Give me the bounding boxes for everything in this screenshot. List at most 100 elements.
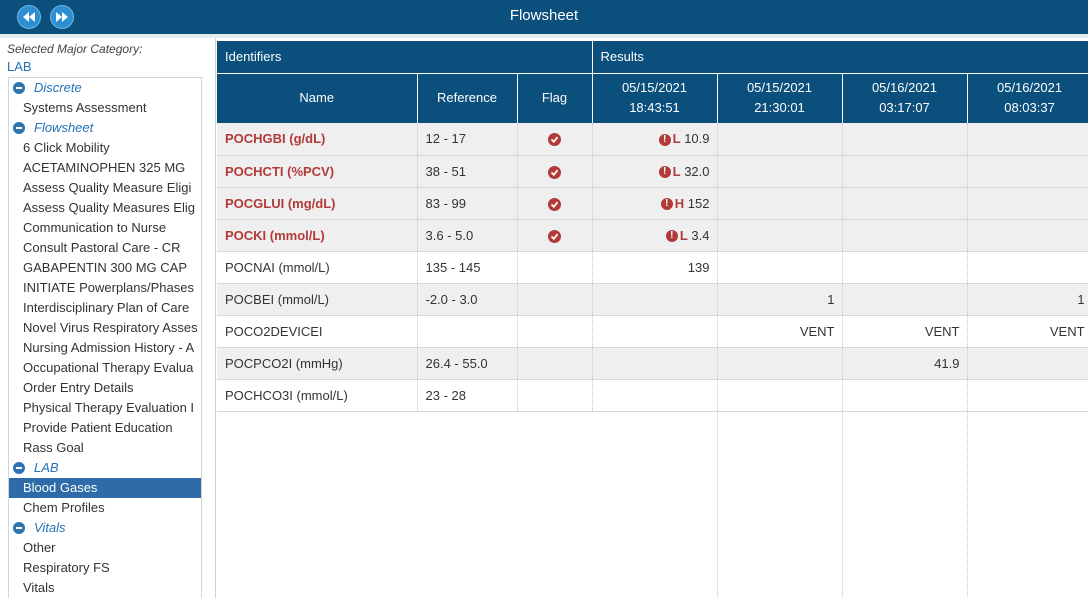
lab-name-cell[interactable]: POCBEI (mmol/L) — [217, 283, 418, 316]
lab-name-cell[interactable]: POCPCO2I (mmHg) — [217, 347, 418, 380]
result-cell[interactable] — [967, 219, 1088, 252]
lab-name-cell[interactable]: POCHGBI (g/dL) — [217, 123, 418, 156]
result-cell[interactable]: ! L 32.0 — [592, 155, 718, 188]
tree-group[interactable]: Flowsheet — [9, 118, 201, 138]
result-column-header[interactable]: 05/16/2021 08:03:37 — [967, 73, 1088, 123]
tree-item[interactable]: Nursing Admission History - A — [9, 338, 201, 358]
table-row[interactable]: POCPCO2I (mmHg) 26.4 - 55.0 41.9 — [217, 347, 1088, 380]
result-cell[interactable] — [967, 123, 1088, 156]
result-cell[interactable]: 139 — [592, 251, 718, 284]
lab-name-cell[interactable]: POCNAI (mmol/L) — [217, 251, 418, 284]
major-category-value[interactable]: LAB — [7, 59, 32, 74]
table-row[interactable]: POCBEI (mmol/L) -2.0 - 3.0 1 1 — [217, 283, 1088, 316]
tree-item[interactable]: Communication to Nurse — [9, 218, 201, 238]
collapse-icon[interactable] — [13, 462, 25, 474]
tree-item[interactable]: Consult Pastoral Care - CR — [9, 238, 201, 258]
result-cell[interactable] — [842, 251, 968, 284]
lab-name-cell[interactable]: POCGLUI (mg/dL) — [217, 187, 418, 220]
tree-group[interactable]: LAB — [9, 458, 201, 478]
result-cell[interactable] — [717, 379, 843, 412]
tree-group[interactable]: Vitals — [9, 518, 201, 538]
result-cell[interactable] — [592, 283, 718, 316]
collapse-icon[interactable] — [13, 122, 25, 134]
result-cell[interactable] — [717, 219, 843, 252]
reference-column-header[interactable]: Reference — [417, 73, 518, 123]
result-cell[interactable] — [967, 347, 1088, 380]
tree-item[interactable]: Respiratory FS — [9, 558, 201, 578]
result-cell[interactable] — [967, 155, 1088, 188]
tree-item[interactable]: INITIATE Powerplans/Phases — [9, 278, 201, 298]
tree-item[interactable]: Blood Gases — [9, 478, 201, 498]
result-cell[interactable]: VENT — [717, 315, 843, 348]
result-cell[interactable]: VENT — [967, 315, 1088, 348]
result-cell[interactable]: ! L 3.4 — [592, 219, 718, 252]
tree-item[interactable]: Novel Virus Respiratory Asses — [9, 318, 201, 338]
tree-item[interactable]: 6 Click Mobility — [9, 138, 201, 158]
tree-item[interactable]: Systems Assessment — [9, 98, 201, 118]
flag-column-header[interactable]: Flag — [517, 73, 593, 123]
result-cell[interactable]: 1 — [717, 283, 843, 316]
result-cell[interactable] — [842, 379, 968, 412]
result-cell[interactable] — [967, 379, 1088, 412]
result-cell[interactable] — [967, 187, 1088, 220]
tree-item[interactable]: Assess Quality Measure Eligi — [9, 178, 201, 198]
result-cell[interactable] — [842, 187, 968, 220]
table-row[interactable]: POCGLUI (mg/dL) 83 - 99! H 152 — [217, 187, 1088, 220]
tree-item[interactable]: Occupational Therapy Evalua — [9, 358, 201, 378]
result-cell[interactable] — [592, 379, 718, 412]
result-cell[interactable] — [592, 347, 718, 380]
result-cell[interactable] — [717, 187, 843, 220]
reference-cell: -2.0 - 3.0 — [417, 283, 518, 316]
collapse-icon[interactable] — [13, 522, 25, 534]
result-cell[interactable] — [967, 251, 1088, 284]
result-cell[interactable] — [717, 155, 843, 188]
result-cell[interactable] — [717, 347, 843, 380]
result-cell[interactable]: 1 — [967, 283, 1088, 316]
lab-name-cell[interactable]: POCHCO3I (mmol/L) — [217, 379, 418, 412]
result-cell[interactable]: ! L 10.9 — [592, 123, 718, 156]
tree-group[interactable]: Discrete — [9, 78, 201, 98]
tree-item[interactable]: Assess Quality Measures Elig — [9, 198, 201, 218]
lab-name-cell[interactable]: POCO2DEVICEI — [217, 315, 418, 348]
lab-name-cell[interactable]: POCKI (mmol/L) — [217, 219, 418, 252]
tree-item[interactable]: Physical Therapy Evaluation I — [9, 398, 201, 418]
tree-item[interactable]: Interdisciplinary Plan of Care — [9, 298, 201, 318]
tree-item[interactable]: ACETAMINOPHEN 325 MG — [9, 158, 201, 178]
result-cell[interactable] — [717, 251, 843, 284]
results-table: Identifiers Results Name Reference Flag … — [217, 41, 1088, 598]
result-cell[interactable]: ! H 152 — [592, 187, 718, 220]
navigate-back-button[interactable] — [17, 5, 41, 29]
tree-item[interactable]: Order Entry Details — [9, 378, 201, 398]
result-cell[interactable]: 41.9 — [842, 347, 968, 380]
tree-label: Physical Therapy Evaluation I — [23, 400, 195, 415]
tree-item[interactable]: Provide Patient Education — [9, 418, 201, 438]
table-row[interactable]: POCHGBI (g/dL) 12 - 17! L 10.9 — [217, 123, 1088, 156]
result-cell[interactable]: VENT — [842, 315, 968, 348]
result-cell[interactable] — [842, 155, 968, 188]
tree-item[interactable]: Rass Goal — [9, 438, 201, 458]
result-cell[interactable] — [842, 283, 968, 316]
result-column-header[interactable]: 05/15/2021 21:30:01 — [717, 73, 843, 123]
tree-item[interactable]: GABAPENTIN 300 MG CAP — [9, 258, 201, 278]
table-row[interactable]: POCNAI (mmol/L) 135 - 145 139 — [217, 251, 1088, 284]
collapse-icon[interactable] — [13, 82, 25, 94]
result-cell[interactable] — [717, 123, 843, 156]
tree-item[interactable]: Chem Profiles — [9, 498, 201, 518]
result-date: 05/16/2021 — [871, 80, 938, 96]
result-column-header[interactable]: 05/16/2021 03:17:07 — [842, 73, 968, 123]
name-column-header[interactable]: Name — [217, 73, 418, 123]
table-row[interactable]: POCKI (mmol/L) 3.6 - 5.0! L 3.4 — [217, 219, 1088, 252]
navigate-forward-button[interactable] — [50, 5, 74, 29]
lab-name-cell[interactable]: POCHCTI (%PCV) — [217, 155, 418, 188]
tree-item[interactable]: Other — [9, 538, 201, 558]
result-cell[interactable] — [842, 219, 968, 252]
table-row[interactable]: POCHCTI (%PCV) 38 - 51! L 32.0 — [217, 155, 1088, 188]
result-cell[interactable] — [592, 315, 718, 348]
result-column-header[interactable]: 05/15/2021 18:43:51 — [592, 73, 718, 123]
tree-item[interactable]: Vitals — [9, 578, 201, 598]
table-row[interactable]: POCO2DEVICEI VENT VENT VENT — [217, 315, 1088, 348]
tree-label: Novel Virus Respiratory Asses — [23, 320, 198, 335]
result-cell[interactable] — [842, 123, 968, 156]
flag-cell — [517, 347, 593, 380]
table-row[interactable]: POCHCO3I (mmol/L) 23 - 28 — [217, 379, 1088, 412]
